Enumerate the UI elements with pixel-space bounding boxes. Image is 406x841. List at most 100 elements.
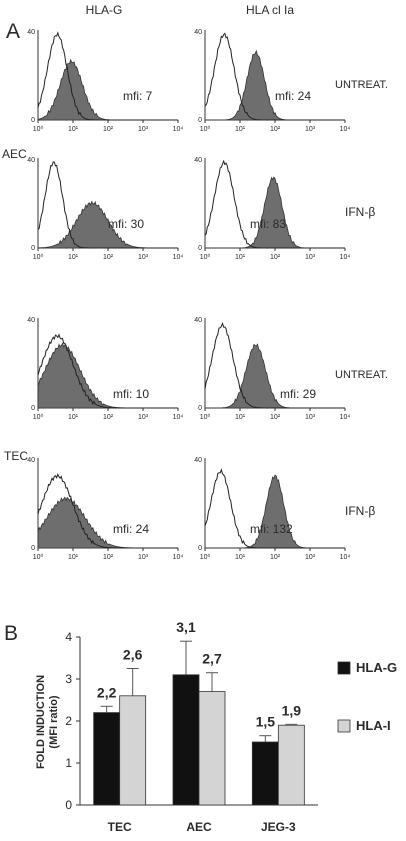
x-tick-label: 10³ — [138, 414, 149, 421]
y-tick-max: 40 — [194, 29, 202, 36]
test-histogram — [37, 342, 178, 409]
bar-hla-g — [172, 674, 200, 806]
control-histogram — [37, 333, 178, 409]
legend-label-hla-i: HLA-I — [356, 718, 391, 733]
bar-category-label: AEC — [186, 820, 212, 834]
y-tick-max: 40 — [27, 157, 35, 164]
bar-hla-i — [198, 691, 226, 806]
test-histogram — [205, 343, 345, 409]
y-tick-zero: 0 — [31, 545, 35, 552]
bar-value-label: 2,6 — [123, 647, 143, 663]
bar-category-label: JEG-3 — [261, 820, 296, 834]
bar-hla-g — [93, 712, 121, 806]
test-histogram — [205, 49, 345, 121]
x-tick-label: 10⁰ — [33, 253, 44, 261]
x-tick-label: 10³ — [138, 254, 149, 261]
x-tick-label: 10³ — [138, 554, 149, 561]
legend-swatch-hla-g — [337, 661, 351, 675]
cell-group-aec: AEC — [2, 147, 27, 161]
y-tick-max: 40 — [194, 317, 202, 324]
bar-y-tick-label: 2 — [65, 714, 72, 728]
mfi-label: mfi: 24 — [275, 89, 311, 103]
column-title-hla-g: HLA-G — [86, 3, 123, 17]
x-tick-label: 10⁰ — [33, 125, 44, 133]
x-tick-label: 10¹ — [68, 126, 79, 133]
bar-y-axis-title-line2: (MFI ratio) — [48, 695, 60, 748]
y-tick-max: 40 — [27, 29, 35, 36]
x-tick-label: 10¹ — [235, 554, 246, 561]
control-histogram — [204, 468, 345, 549]
x-tick-label: 10² — [103, 554, 114, 561]
y-tick-zero: 0 — [31, 117, 35, 124]
x-tick-label: 10⁴ — [173, 554, 184, 561]
control-histogram — [37, 161, 178, 249]
mfi-label: mfi: 29 — [280, 387, 316, 401]
x-tick-label: 10³ — [138, 126, 149, 133]
y-tick-max: 40 — [194, 157, 202, 164]
bar-y-axis-title-line1: FOLD INDUCTION — [35, 675, 47, 769]
test-histogram — [37, 496, 178, 549]
test-histogram — [37, 58, 178, 121]
row-condition-1: UNTREAT. — [335, 79, 388, 91]
mfi-label: mfi: 83 — [250, 217, 286, 231]
bar-value-label: 2,2 — [97, 684, 117, 700]
bar-category-label: TEC — [108, 820, 132, 834]
column-title-hla-cl-ia: HLA cl Ia — [246, 3, 294, 17]
bar-hla-g — [251, 741, 279, 806]
y-tick-max: 40 — [194, 457, 202, 464]
control-histogram — [204, 159, 345, 249]
panel-b-label: B — [4, 622, 18, 645]
x-tick-label: 10¹ — [235, 126, 246, 133]
bar-value-label: 3,1 — [176, 619, 196, 635]
bar-y-tick-label: 0 — [65, 798, 72, 812]
mfi-label: mfi: 132 — [250, 522, 293, 536]
control-histogram — [37, 31, 178, 121]
bar-value-label: 1,9 — [282, 702, 302, 718]
test-histogram — [205, 474, 345, 549]
y-tick-zero: 0 — [198, 545, 202, 552]
row-condition-3: UNTREAT. — [335, 369, 388, 381]
x-tick-label: 10¹ — [68, 554, 79, 561]
mfi-label: mfi: 24 — [113, 522, 149, 536]
x-tick-label: 10⁰ — [200, 553, 211, 561]
x-tick-label: 10⁴ — [173, 414, 184, 421]
x-tick-label: 10¹ — [68, 254, 79, 261]
x-tick-label: 10³ — [305, 254, 316, 261]
x-tick-label: 10⁴ — [173, 254, 184, 261]
row-condition-4: IFN-β — [345, 504, 375, 518]
x-tick-label: 10⁰ — [200, 253, 211, 261]
x-tick-label: 10² — [103, 126, 114, 133]
x-tick-label: 10³ — [305, 414, 316, 421]
y-tick-zero: 0 — [31, 245, 35, 252]
bar-y-tick-label: 1 — [65, 756, 72, 770]
bar-value-label: 2,7 — [202, 651, 222, 667]
panel-a-label: A — [6, 20, 20, 43]
x-tick-label: 10⁴ — [340, 126, 351, 133]
y-tick-zero: 0 — [198, 245, 202, 252]
x-tick-label: 10⁰ — [33, 413, 44, 421]
legend-label-hla-g: HLA-G — [356, 660, 397, 675]
x-tick-label: 10³ — [305, 126, 316, 133]
x-tick-label: 10³ — [305, 554, 316, 561]
y-tick-max: 40 — [27, 457, 35, 464]
row-condition-2: IFN-β — [345, 205, 375, 219]
x-tick-label: 10² — [270, 414, 281, 421]
y-tick-zero: 0 — [198, 117, 202, 124]
x-tick-label: 10¹ — [68, 414, 79, 421]
control-histogram — [204, 321, 345, 409]
bar-y-tick-label: 3 — [65, 672, 72, 686]
x-tick-label: 10² — [103, 414, 114, 421]
x-tick-label: 10¹ — [235, 254, 246, 261]
y-tick-zero: 0 — [31, 405, 35, 412]
control-histogram — [37, 473, 178, 549]
x-tick-label: 10⁴ — [173, 126, 184, 133]
x-tick-label: 10⁴ — [340, 554, 351, 561]
bar-hla-i — [277, 724, 305, 806]
cell-group-tec: TEC — [4, 449, 28, 463]
